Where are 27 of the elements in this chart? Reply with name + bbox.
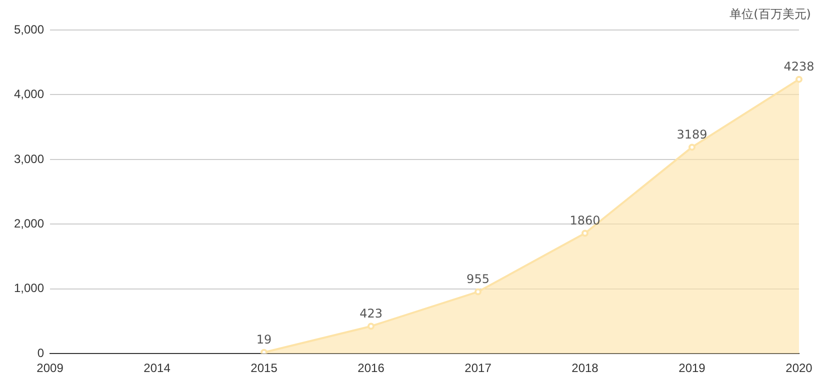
data-label: 19 [256, 332, 272, 346]
x-tick-label: 2017 [464, 361, 492, 376]
data-label: 3189 [676, 127, 708, 142]
x-tick-label: 2016 [358, 361, 385, 376]
y-tick-label: 2,000 [14, 216, 44, 230]
y-tick-label: 4,000 [14, 87, 44, 102]
point [474, 288, 482, 296]
y-tick-label: 1,000 [14, 281, 44, 296]
x-tick-label: 2020 [786, 361, 813, 376]
point [688, 144, 696, 151]
x-tick-label: 2015 [250, 361, 278, 376]
point [796, 76, 802, 83]
data-label: 4238 [784, 59, 814, 74]
x-tick-label: 2019 [678, 361, 706, 376]
x-tick-label: 2018 [572, 361, 599, 376]
data-label: 423 [360, 306, 382, 320]
y-tick-label: 0 [37, 346, 44, 360]
data-label: 955 [466, 272, 490, 286]
y-tick-label: 3,000 [14, 152, 44, 166]
point [368, 322, 375, 330]
point [260, 348, 268, 354]
x-tick-label: 2014 [144, 361, 171, 376]
x-tick-label: 2009 [36, 361, 64, 376]
point [582, 230, 589, 237]
y-axis-title: 单位(百万美元) [730, 6, 811, 23]
y-tick-label: 5,000 [14, 22, 44, 36]
data-label: 1860 [570, 213, 600, 228]
